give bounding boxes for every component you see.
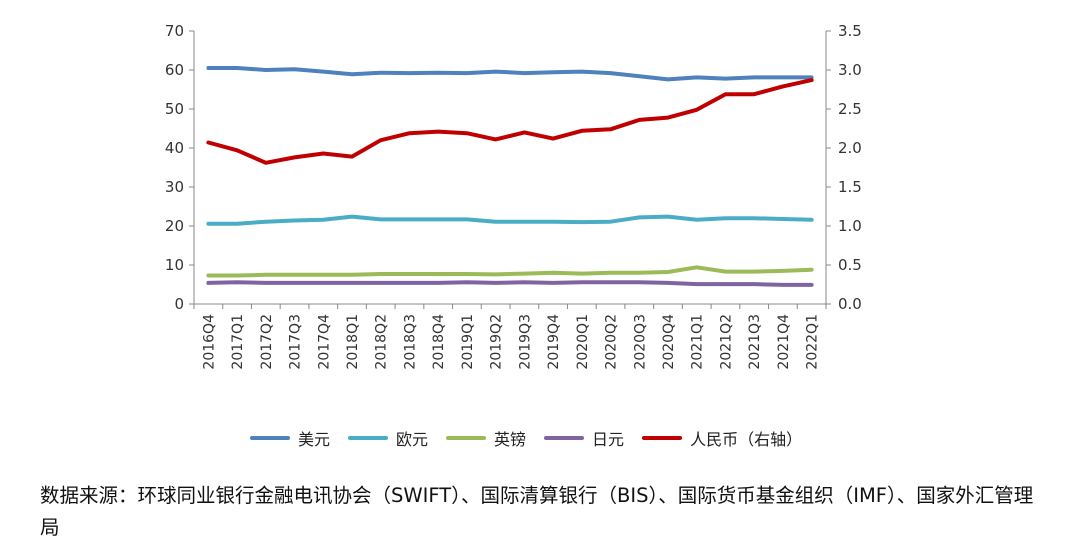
currency-share-chart: 0 10 20 30 40 50 60 70 0.0 0.5 1.0 1.5 2.0 2.5 3.0 3.5 2… — [165, 22, 862, 370]
legend-item: 日元 — [544, 426, 624, 450]
source-note: 数据来源：环球同业银行金融电讯协会（SWIFT）、国际清算银行（BIS）、国际货… — [40, 484, 1034, 539]
x-tick-label: 2020Q1 — [575, 314, 591, 370]
legend-swatch — [642, 436, 683, 440]
x-tick-label: 2019Q1 — [460, 314, 476, 370]
x-tick-label: 2021Q1 — [690, 314, 706, 370]
y-right-tick-label: 3.5 — [838, 22, 862, 40]
x-tick-label: 2017Q3 — [288, 314, 304, 370]
legend-label: 日元 — [592, 430, 625, 449]
series-line — [206, 66, 814, 82]
x-tick-label: 2022Q1 — [805, 314, 821, 370]
y-left-tick-label: 30 — [165, 178, 184, 196]
x-tick-label: 2016Q4 — [201, 314, 217, 370]
legend-swatch — [446, 436, 487, 440]
x-tick-label: 2018Q2 — [374, 314, 390, 370]
y-left-tick-label: 70 — [165, 22, 184, 40]
x-tick-label: 2018Q3 — [402, 314, 418, 370]
chart-series — [206, 66, 814, 287]
y-right-tick-label: 1.5 — [838, 178, 862, 196]
legend-label: 人民币（右轴） — [690, 430, 803, 449]
x-tick-label: 2021Q3 — [747, 314, 763, 370]
legend-item: 美元 — [250, 426, 330, 450]
y-right-tick-label: 1.0 — [838, 217, 862, 235]
legend-item: 英镑 — [446, 426, 526, 450]
chart-legend: 美元 欧元 英镑 日元 人民币（右轴） — [250, 424, 802, 452]
y-left-tick-label: 20 — [165, 217, 184, 235]
x-tick-label: 2021Q2 — [718, 314, 734, 370]
y-left-tick-label: 10 — [165, 256, 184, 274]
legend-swatch — [348, 436, 389, 440]
series-line — [206, 265, 814, 278]
series-line — [206, 280, 814, 287]
x-tick-label: 2019Q3 — [517, 314, 533, 370]
series-line — [206, 78, 814, 165]
x-tick-label: 2019Q4 — [546, 314, 562, 370]
chart-ticks: 0 10 20 30 40 50 60 70 0.0 0.5 1.0 1.5 2.0 2.5 3.0 3.5 2… — [165, 22, 862, 370]
legend-swatch — [250, 436, 290, 440]
x-tick-label: 2017Q1 — [230, 314, 246, 370]
y-right-tick-label: 3.0 — [838, 61, 862, 79]
legend-swatch — [544, 436, 585, 440]
x-tick-label: 2019Q2 — [489, 314, 505, 370]
y-left-tick-label: 50 — [165, 100, 184, 118]
legend-label: 英镑 — [494, 430, 527, 449]
y-right-tick-label: 0.0 — [838, 295, 862, 313]
y-left-tick-label: 40 — [165, 139, 184, 157]
x-tick-label: 2018Q1 — [345, 314, 361, 370]
x-tick-label: 2018Q4 — [431, 314, 447, 370]
x-tick-label: 2021Q4 — [776, 314, 792, 370]
legend-item: 人民币（右轴） — [642, 426, 802, 450]
legend-item: 欧元 — [348, 426, 428, 450]
x-tick-label: 2020Q2 — [604, 314, 620, 370]
y-right-tick-label: 2.0 — [838, 139, 862, 157]
x-tick-label: 2017Q2 — [259, 314, 275, 370]
legend-label: 欧元 — [396, 430, 429, 449]
x-tick-label: 2020Q3 — [632, 314, 648, 370]
x-tick-label: 2020Q4 — [661, 314, 677, 370]
series-line — [206, 214, 814, 226]
x-tick-label: 2017Q4 — [316, 314, 332, 370]
y-left-tick-label: 60 — [165, 61, 184, 79]
y-left-tick-label: 0 — [174, 295, 184, 313]
legend-label: 美元 — [298, 430, 331, 449]
y-right-tick-label: 2.5 — [838, 100, 862, 118]
y-right-tick-label: 0.5 — [838, 256, 862, 274]
